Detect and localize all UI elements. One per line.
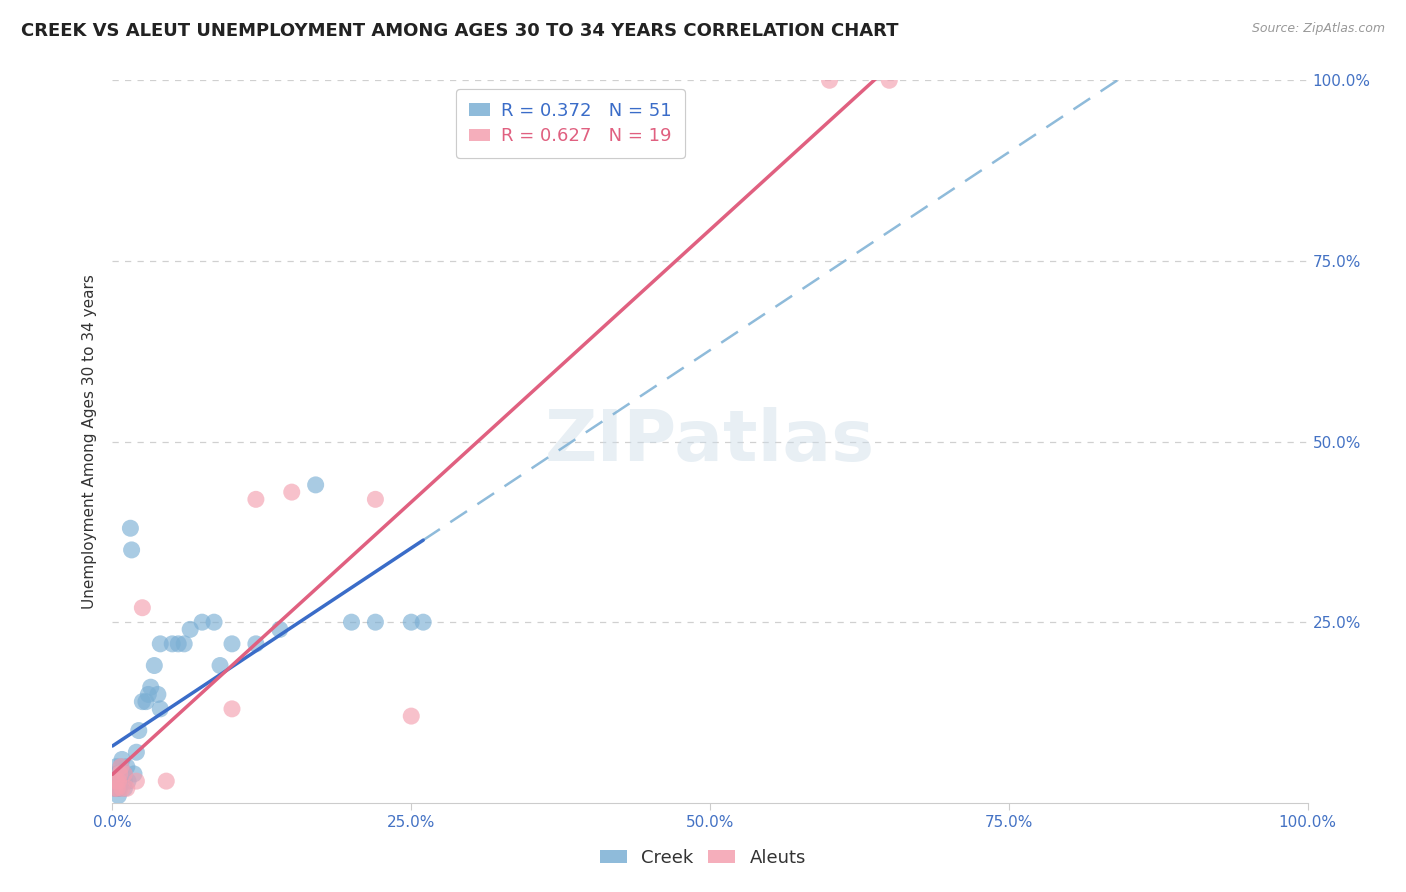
Point xyxy=(146,687,169,701)
Point xyxy=(818,73,841,87)
Point xyxy=(162,637,183,651)
Point xyxy=(115,781,138,796)
Point xyxy=(245,492,267,507)
Point xyxy=(104,781,127,796)
Point xyxy=(245,637,267,651)
Point xyxy=(412,615,434,630)
Legend: Creek, Aleuts: Creek, Aleuts xyxy=(593,842,813,874)
Point xyxy=(155,774,177,789)
Point xyxy=(114,767,135,781)
Point xyxy=(110,774,132,789)
Legend: R = 0.372   N = 51, R = 0.627   N = 19: R = 0.372 N = 51, R = 0.627 N = 19 xyxy=(456,89,685,158)
Point xyxy=(110,760,132,774)
Point xyxy=(305,478,328,492)
Point xyxy=(173,637,195,651)
Point xyxy=(114,767,135,781)
Point xyxy=(105,781,128,796)
Point xyxy=(105,781,128,796)
Text: ZIPatlas: ZIPatlas xyxy=(546,407,875,476)
Point xyxy=(108,767,131,781)
Point xyxy=(114,774,135,789)
Point xyxy=(121,542,143,557)
Point xyxy=(221,637,243,651)
Point xyxy=(104,781,127,796)
Point xyxy=(111,767,134,781)
Point xyxy=(139,680,162,694)
Point xyxy=(401,709,423,723)
Point xyxy=(340,615,363,630)
Point xyxy=(281,485,304,500)
Point xyxy=(131,600,153,615)
Point xyxy=(191,615,214,630)
Point xyxy=(115,760,138,774)
Point xyxy=(179,623,201,637)
Point xyxy=(364,492,387,507)
Point xyxy=(105,774,128,789)
Point xyxy=(131,695,153,709)
Point xyxy=(364,615,387,630)
Point xyxy=(122,767,145,781)
Point xyxy=(111,752,134,766)
Point xyxy=(135,695,157,709)
Point xyxy=(112,767,135,781)
Point xyxy=(401,615,423,630)
Point xyxy=(117,774,139,789)
Point xyxy=(108,781,131,796)
Point xyxy=(138,687,160,701)
Point xyxy=(879,73,901,87)
Point xyxy=(202,615,225,630)
Point xyxy=(108,774,131,789)
Point xyxy=(221,702,243,716)
Point xyxy=(105,781,128,796)
Point xyxy=(120,521,142,535)
Point xyxy=(149,702,172,716)
Point xyxy=(111,781,134,796)
Text: CREEK VS ALEUT UNEMPLOYMENT AMONG AGES 30 TO 34 YEARS CORRELATION CHART: CREEK VS ALEUT UNEMPLOYMENT AMONG AGES 3… xyxy=(21,22,898,40)
Point xyxy=(105,774,128,789)
Point xyxy=(167,637,190,651)
Y-axis label: Unemployment Among Ages 30 to 34 years: Unemployment Among Ages 30 to 34 years xyxy=(82,274,97,609)
Point xyxy=(105,760,128,774)
Point xyxy=(107,767,129,781)
Text: Source: ZipAtlas.com: Source: ZipAtlas.com xyxy=(1251,22,1385,36)
Point xyxy=(105,767,128,781)
Point xyxy=(125,774,148,789)
Point xyxy=(107,781,129,796)
Point xyxy=(114,781,135,796)
Point xyxy=(107,774,129,789)
Point xyxy=(128,723,150,738)
Point xyxy=(104,774,127,789)
Point xyxy=(105,767,128,781)
Point xyxy=(269,623,291,637)
Point xyxy=(110,760,132,774)
Point xyxy=(107,789,129,803)
Point xyxy=(149,637,172,651)
Point xyxy=(125,745,148,759)
Point xyxy=(209,658,232,673)
Point xyxy=(143,658,166,673)
